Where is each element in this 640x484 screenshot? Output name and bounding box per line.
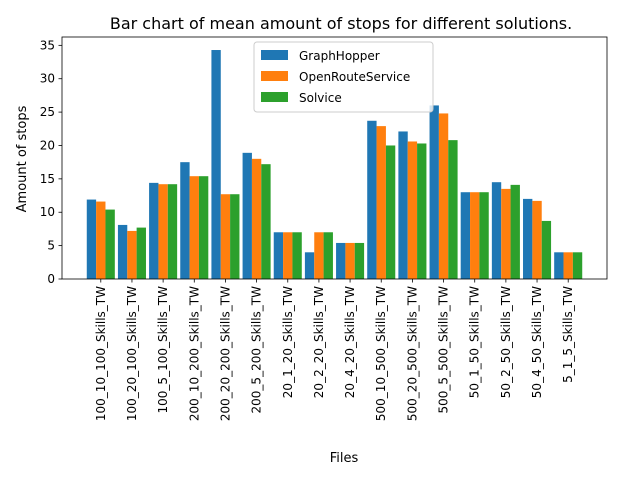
bar-graphhopper-16 <box>554 252 564 279</box>
legend: GraphHopper OpenRouteService Solvice <box>253 41 434 113</box>
bar-solvice-16 <box>572 252 583 279</box>
x-tick-label: 100_5_100_Skills_TW <box>156 286 170 414</box>
bar-solvice-5 <box>230 194 240 279</box>
bar-graphhopper-2 <box>117 224 128 279</box>
y-tick-label: 35 <box>40 38 55 52</box>
bar-openrouteservice-12 <box>438 113 449 279</box>
bar-solvice-7 <box>292 232 302 279</box>
x-tick-label: 100_10_100_Skills_TW <box>94 286 108 421</box>
y-axis-label: Amount of stops <box>15 105 30 212</box>
y-tick-label: 0 <box>47 272 55 286</box>
y-tick-label: 30 <box>40 72 55 86</box>
bar-openrouteservice-1 <box>96 201 106 279</box>
bar-graphhopper-14 <box>491 182 502 279</box>
legend-label-solvice: Solvice <box>299 91 342 105</box>
legend-label-graphhopper: GraphHopper <box>299 49 380 63</box>
bar-openrouteservice-4 <box>189 176 199 279</box>
bar-openrouteservice-7 <box>283 232 293 279</box>
bar-graphhopper-4 <box>180 162 190 279</box>
bar-openrouteservice-10 <box>376 126 386 280</box>
x-tick-label: 20_1_20_Skills_TW <box>281 286 295 398</box>
bar-solvice-3 <box>167 184 178 279</box>
bar-graphhopper-7 <box>273 232 284 279</box>
x-tick-label: 20_2_20_Skills_TW <box>312 286 326 398</box>
bar-solvice-1 <box>105 209 115 279</box>
bar-graphhopper-15 <box>523 198 533 279</box>
axes-layer: 0 5 10 15 20 25 30 35 100_10_100_Skills_TW 100_20… <box>40 36 608 421</box>
bar-solvice-8 <box>323 232 333 279</box>
chart-title: Bar chart of mean amount of stops for di… <box>110 14 572 33</box>
x-tick-label: 20_4_20_Skills_TW <box>343 286 357 398</box>
bar-graphhopper-13 <box>460 192 471 279</box>
bar-solvice-6 <box>261 164 271 279</box>
plot-frame <box>61 36 608 280</box>
bar-solvice-4 <box>198 176 209 279</box>
bar-graphhopper-8 <box>304 252 315 279</box>
bar-solvice-14 <box>510 184 520 279</box>
legend-box <box>253 41 434 113</box>
x-tick-label: 5_1_5_Skills_TW <box>561 286 575 383</box>
x-tick-label: 200_20_200_Skills_TW <box>218 286 232 421</box>
y-tick-label: 25 <box>40 105 55 119</box>
bar-solvice-10 <box>385 145 396 279</box>
bar-solvice-13 <box>479 192 489 279</box>
bar-graphhopper-1 <box>86 199 97 279</box>
bar-graphhopper-10 <box>367 120 377 279</box>
bar-solvice-12 <box>448 140 458 279</box>
x-tick-label: 200_5_200_Skills_TW <box>250 286 264 414</box>
x-tick-label: 500_20_500_Skills_TW <box>405 286 419 421</box>
bar-graphhopper-11 <box>398 131 408 279</box>
y-tick-label: 15 <box>40 172 55 186</box>
y-tick-label: 10 <box>40 205 55 219</box>
x-axis-label: Files <box>330 451 359 466</box>
bar-openrouteservice-8 <box>314 232 324 279</box>
x-tick-label: 500_5_500_Skills_TW <box>437 286 451 414</box>
legend-label-openrouteservice: OpenRouteService <box>299 70 410 84</box>
bar-openrouteservice-15 <box>532 200 542 279</box>
x-tick-label: 100_20_100_Skills_TW <box>125 286 139 421</box>
bar-openrouteservice-3 <box>158 184 168 279</box>
x-tick-label: 50_1_50_Skills_TW <box>468 286 482 398</box>
bar-openrouteservice-6 <box>251 158 262 279</box>
legend-swatch-graphhopper <box>261 50 288 60</box>
x-tick-label: 200_10_200_Skills_TW <box>187 286 201 421</box>
bar-openrouteservice-5 <box>220 194 231 279</box>
bar-openrouteservice-16 <box>563 252 573 279</box>
bar-openrouteservice-11 <box>407 141 418 279</box>
x-tick-label: 50_4_50_Skills_TW <box>530 286 544 398</box>
y-tick-label: 5 <box>47 239 55 253</box>
bar-graphhopper-5 <box>211 50 221 279</box>
bar-solvice-15 <box>541 220 552 279</box>
bar-solvice-9 <box>354 242 365 279</box>
bar-graphhopper-9 <box>336 242 346 279</box>
bar-solvice-11 <box>417 143 427 279</box>
bar-openrouteservice-13 <box>470 192 480 279</box>
x-tick-label: 500_10_500_Skills_TW <box>374 286 388 421</box>
bar-openrouteservice-2 <box>127 230 137 279</box>
bar-graphhopper-12 <box>429 105 439 280</box>
bar-openrouteservice-14 <box>501 188 511 279</box>
y-tick-label: 20 <box>40 138 55 152</box>
bar-openrouteservice-9 <box>345 242 355 279</box>
legend-swatch-openrouteservice <box>261 71 288 81</box>
legend-swatch-solvice <box>261 92 288 102</box>
bar-solvice-2 <box>136 227 146 279</box>
bar-graphhopper-3 <box>149 182 159 279</box>
x-tick-label: 50_2_50_Skills_TW <box>499 286 513 398</box>
bars-layer <box>86 50 583 280</box>
bar-graphhopper-6 <box>242 152 252 279</box>
